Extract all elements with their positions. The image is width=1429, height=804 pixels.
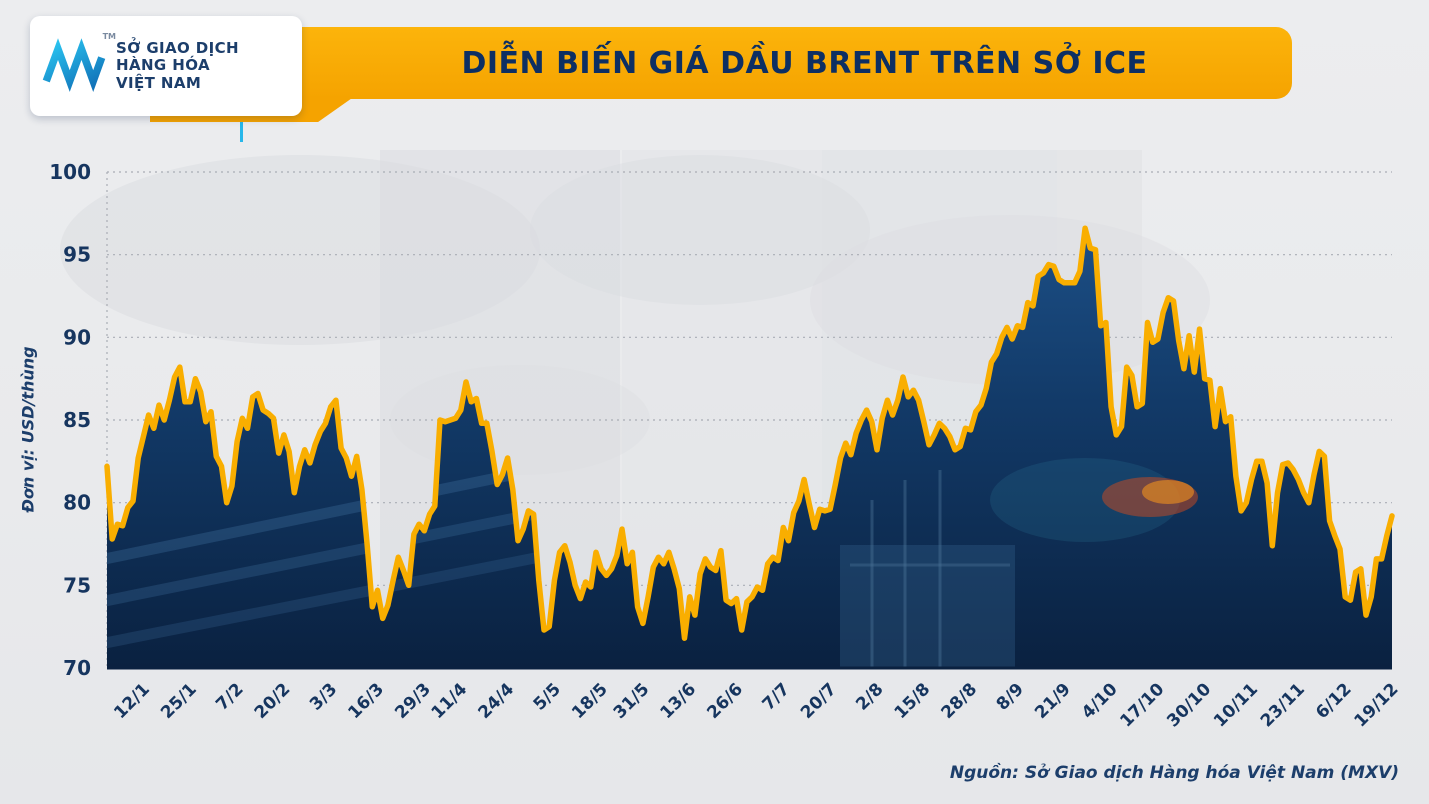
x-axis-labels: 12/1 25/1 7/2 20/2 3/3 16/3 29/311/4 24/4 5/5 18/… [110, 679, 1402, 731]
svg-text:5/5: 5/5 [530, 679, 565, 714]
svg-text:80: 80 [63, 491, 91, 515]
svg-text:31/5: 31/5 [610, 679, 654, 723]
logo-line-2: HÀNG HÓA [116, 56, 210, 75]
svg-text:12/1: 12/1 [110, 679, 154, 723]
svg-text:15/8: 15/8 [891, 679, 935, 723]
svg-text:7/2: 7/2 [212, 679, 247, 714]
area-imagery [107, 458, 1198, 668]
svg-text:100: 100 [49, 160, 91, 184]
svg-text:2/8: 2/8 [852, 679, 887, 714]
svg-text:23/11: 23/11 [1257, 679, 1309, 731]
svg-text:7/7: 7/7 [759, 679, 794, 714]
svg-text:16/3: 16/3 [344, 679, 388, 723]
svg-text:10/11: 10/11 [1210, 679, 1262, 731]
chart-title: DIỄN BIẾN GIÁ DẦU BRENT TRÊN SỞ ICE [461, 45, 1148, 81]
svg-text:85: 85 [63, 408, 91, 432]
svg-text:90: 90 [63, 325, 91, 349]
logo-line-1: SỞ GIAO DỊCH [116, 39, 239, 58]
svg-text:30/10: 30/10 [1163, 679, 1215, 731]
logo-accent-line [240, 116, 243, 142]
svg-text:25/1: 25/1 [157, 679, 201, 723]
svg-text:8/9: 8/9 [993, 679, 1028, 714]
logo-line-3: VIỆT NAM [116, 73, 202, 92]
svg-text:18/5: 18/5 [568, 679, 612, 723]
svg-text:95: 95 [63, 243, 91, 267]
svg-text:11/4: 11/4 [428, 679, 472, 723]
svg-text:6/12: 6/12 [1312, 679, 1356, 723]
svg-text:29/3: 29/3 [391, 679, 435, 723]
svg-text:75: 75 [63, 573, 91, 597]
svg-text:26/6: 26/6 [703, 679, 747, 723]
svg-text:17/10: 17/10 [1116, 679, 1168, 731]
svg-text:28/8: 28/8 [938, 679, 982, 723]
price-area [107, 228, 1392, 668]
svg-text:21/9: 21/9 [1031, 679, 1075, 723]
svg-text:70: 70 [63, 656, 91, 680]
svg-text:20/2: 20/2 [251, 679, 295, 723]
title-banner: DIỄN BIẾN GIÁ DẦU BRENT TRÊN SỞ ICE [142, 27, 1292, 99]
svg-text:19/12: 19/12 [1351, 679, 1403, 731]
source-credit: Nguồn: Sở Giao dịch Hàng hóa Việt Nam (M… [949, 763, 1399, 783]
mxv-logo-text: SỞ GIAO DỊCH HÀNG HÓA VIỆT NAM [116, 39, 239, 92]
svg-text:13/6: 13/6 [657, 679, 701, 723]
price-line [104, 225, 1395, 641]
svg-text:20/7: 20/7 [797, 679, 841, 723]
y-axis-labels: 70 75 80 85 90 95 100 [49, 160, 91, 680]
svg-text:3/3: 3/3 [306, 679, 341, 714]
svg-text:24/4: 24/4 [474, 679, 518, 723]
trademark-symbol: TM [102, 32, 116, 41]
svg-text:4/10: 4/10 [1078, 679, 1122, 723]
mxv-logo-card: TM SỞ GIAO DỊCH HÀNG HÓA VIỆT NAM [30, 16, 302, 116]
mxv-logo-icon: TM [42, 32, 116, 96]
